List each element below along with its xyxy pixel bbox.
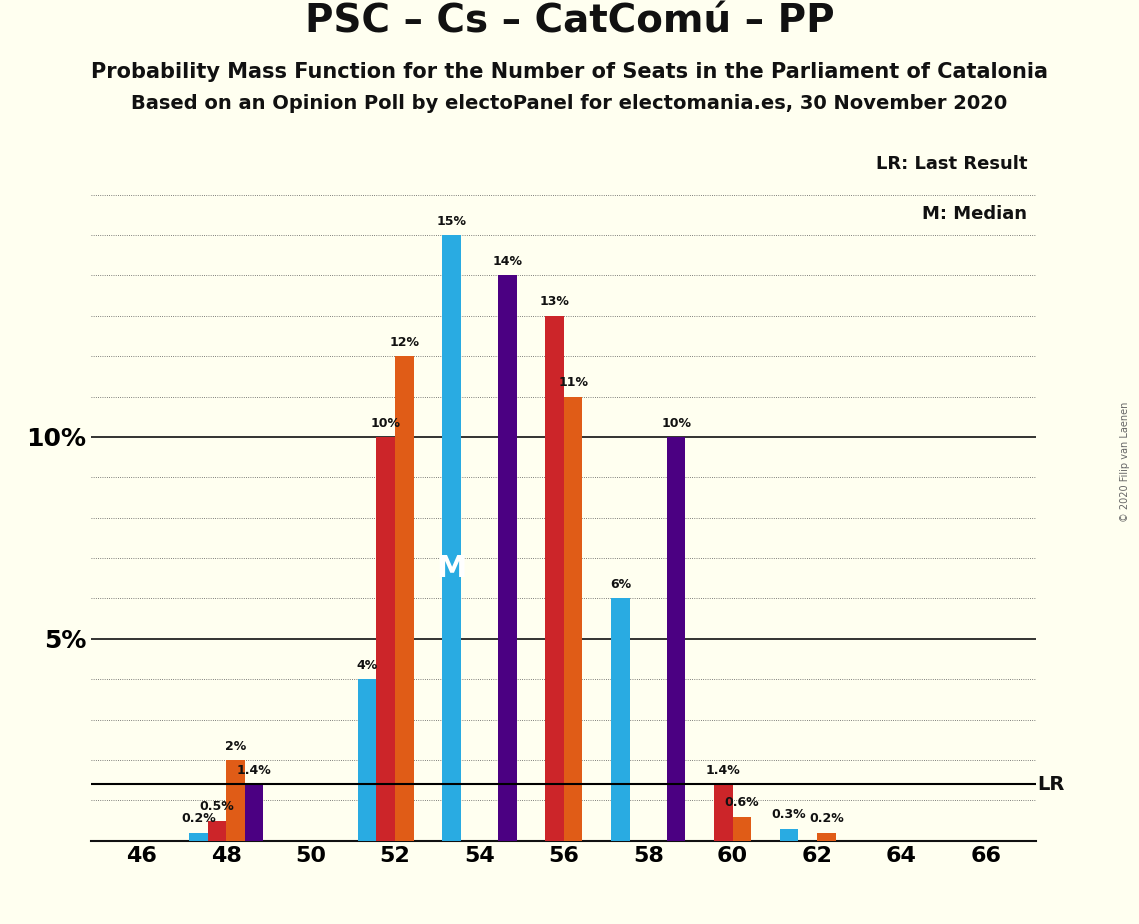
Bar bbox=[442, 235, 461, 841]
Bar bbox=[817, 833, 836, 841]
Bar bbox=[666, 437, 686, 841]
Text: 14%: 14% bbox=[492, 255, 523, 268]
Text: 4%: 4% bbox=[357, 659, 378, 672]
Text: LR: Last Result: LR: Last Result bbox=[876, 155, 1027, 173]
Text: M: M bbox=[436, 553, 467, 583]
Text: 15%: 15% bbox=[436, 214, 467, 227]
Text: 0.2%: 0.2% bbox=[181, 812, 215, 825]
Bar bbox=[245, 784, 263, 841]
Bar bbox=[714, 784, 732, 841]
Bar bbox=[611, 599, 630, 841]
Text: 0.2%: 0.2% bbox=[809, 812, 844, 825]
Text: Probability Mass Function for the Number of Seats in the Parliament of Catalonia: Probability Mass Function for the Number… bbox=[91, 62, 1048, 81]
Text: 1.4%: 1.4% bbox=[706, 764, 740, 777]
Text: 13%: 13% bbox=[540, 296, 570, 309]
Text: PSC – Cs – CatComú – PP: PSC – Cs – CatComú – PP bbox=[305, 3, 834, 41]
Bar bbox=[732, 817, 752, 841]
Bar bbox=[358, 679, 376, 841]
Text: 6%: 6% bbox=[609, 578, 631, 591]
Bar bbox=[376, 437, 395, 841]
Bar bbox=[227, 760, 245, 841]
Text: 12%: 12% bbox=[390, 335, 419, 349]
Bar bbox=[207, 821, 227, 841]
Text: 2%: 2% bbox=[224, 740, 246, 753]
Bar bbox=[780, 829, 798, 841]
Text: M: Median: M: Median bbox=[923, 205, 1027, 223]
Text: 0.3%: 0.3% bbox=[772, 808, 806, 821]
Text: 10%: 10% bbox=[661, 417, 691, 430]
Bar bbox=[395, 356, 413, 841]
Text: LR: LR bbox=[1038, 775, 1065, 794]
Text: 0.5%: 0.5% bbox=[199, 800, 235, 813]
Text: 0.6%: 0.6% bbox=[724, 796, 760, 809]
Text: 10%: 10% bbox=[370, 417, 401, 430]
Text: Based on an Opinion Poll by electoPanel for electomania.es, 30 November 2020: Based on an Opinion Poll by electoPanel … bbox=[131, 94, 1008, 113]
Bar bbox=[564, 396, 582, 841]
Text: 11%: 11% bbox=[558, 376, 588, 389]
Text: 1.4%: 1.4% bbox=[237, 764, 271, 777]
Bar bbox=[189, 833, 207, 841]
Bar bbox=[498, 275, 516, 841]
Bar bbox=[546, 316, 564, 841]
Text: © 2020 Filip van Laenen: © 2020 Filip van Laenen bbox=[1121, 402, 1130, 522]
